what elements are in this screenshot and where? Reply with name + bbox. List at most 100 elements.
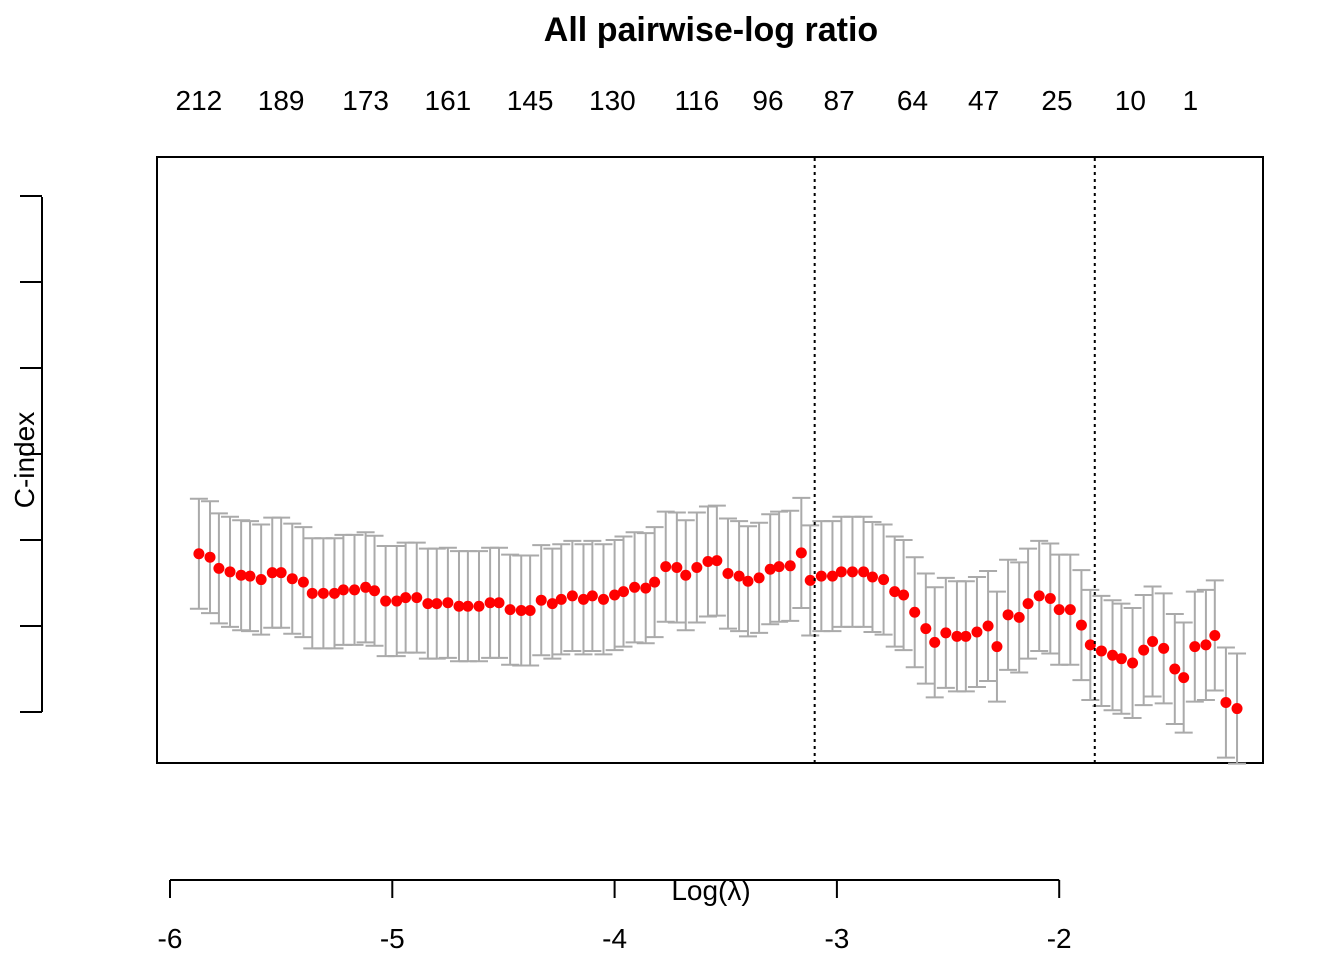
reference-lines: [813, 158, 1096, 762]
data-point: [920, 623, 932, 635]
data-point: [1115, 653, 1127, 665]
data-point: [742, 575, 754, 587]
data-point: [711, 555, 723, 567]
data-point: [275, 567, 287, 579]
data-point: [1231, 703, 1243, 715]
data-point: [566, 590, 578, 602]
error-bars: [189, 496, 1247, 765]
data-point: [1075, 619, 1087, 631]
top-tick-label: 212: [176, 85, 223, 116]
data-point: [255, 574, 267, 586]
data-point: [1178, 672, 1190, 684]
data-point: [1064, 604, 1076, 616]
data-point: [680, 569, 692, 581]
data-point: [898, 589, 910, 601]
data-point: [858, 566, 870, 578]
data-point: [640, 582, 652, 594]
data-point: [473, 600, 485, 612]
data-point: [889, 586, 901, 598]
data-point: [1053, 604, 1065, 616]
data-point: [349, 584, 361, 596]
data-point: [411, 592, 423, 604]
data-point: [1147, 635, 1159, 647]
data-point: [213, 562, 225, 574]
data-point: [306, 587, 318, 599]
data-point: [702, 556, 714, 567]
data-point: [586, 590, 598, 602]
data-point: [804, 574, 816, 586]
top-tick-label: 173: [342, 85, 389, 116]
data-point: [1033, 590, 1045, 602]
data-point: [878, 574, 890, 586]
data-point: [380, 595, 392, 607]
y-axis: [20, 195, 43, 713]
data-point: [982, 620, 994, 632]
data-point: [617, 586, 629, 598]
data-point: [722, 568, 734, 580]
data-point: [940, 627, 952, 639]
top-tick-label: 47: [968, 85, 999, 116]
data-point: [337, 584, 349, 596]
data-point: [1169, 663, 1181, 675]
data-point: [846, 566, 858, 578]
data-point: [929, 636, 941, 648]
data-point: [462, 600, 474, 612]
top-tick-label: 1: [1183, 85, 1199, 116]
data-point: [1158, 642, 1170, 654]
x-axis: -6 -5 -4 -3 -2: [158, 879, 1072, 954]
data-point: [1127, 657, 1139, 669]
data-point: [1013, 611, 1025, 623]
data-point: [1220, 697, 1232, 709]
data-point: [866, 571, 878, 583]
data-point: [671, 562, 683, 574]
data-point: [317, 587, 329, 599]
data-point: [1022, 598, 1034, 610]
data-point: [773, 561, 785, 573]
top-tick-label: 130: [589, 85, 636, 116]
top-tick-label: 116: [675, 85, 720, 116]
data-point: [286, 573, 298, 585]
data-point: [546, 598, 558, 610]
x-axis-label: Log(λ): [671, 875, 750, 906]
top-axis-ticks: 212 189 173 161 145 130 116 96 87 64 47 25 10 1: [176, 85, 1199, 116]
x-tick-label: -5: [380, 923, 405, 954]
data-point: [535, 594, 547, 606]
x-tick-label: -2: [1047, 923, 1072, 954]
data-point: [660, 561, 672, 573]
data-point: [493, 597, 505, 609]
data-point: [733, 570, 745, 582]
data-point: [826, 570, 838, 582]
data-point: [193, 548, 205, 560]
data-point: [1002, 609, 1014, 621]
data-point: [691, 562, 703, 574]
chart-title: All pairwise-log ratio: [544, 11, 878, 49]
top-tick-label: 87: [824, 85, 855, 116]
data-point: [524, 605, 536, 617]
data-point: [442, 597, 454, 609]
data-point: [1095, 645, 1107, 657]
data-point: [422, 598, 434, 610]
data-point: [400, 592, 412, 604]
top-tick-label: 10: [1115, 85, 1146, 116]
data-point: [1084, 639, 1096, 651]
data-point: [391, 595, 403, 607]
data-point: [266, 567, 278, 579]
x-tick-label: -6: [158, 923, 183, 954]
data-point: [1138, 644, 1150, 656]
data-point: [991, 641, 1003, 653]
data-point: [577, 593, 589, 605]
data-point: [1107, 649, 1119, 661]
data-point: [244, 570, 256, 582]
data-point: [515, 605, 527, 617]
top-tick-label: 145: [507, 85, 554, 116]
data-point: [504, 604, 516, 616]
top-tick-label: 189: [258, 85, 305, 116]
top-tick-label: 161: [425, 85, 472, 116]
data-point: [1189, 641, 1201, 653]
top-tick-label: 96: [752, 85, 783, 116]
data-point: [360, 581, 372, 593]
data-point: [235, 569, 247, 581]
data-point: [204, 551, 216, 563]
data-point: [815, 570, 827, 582]
